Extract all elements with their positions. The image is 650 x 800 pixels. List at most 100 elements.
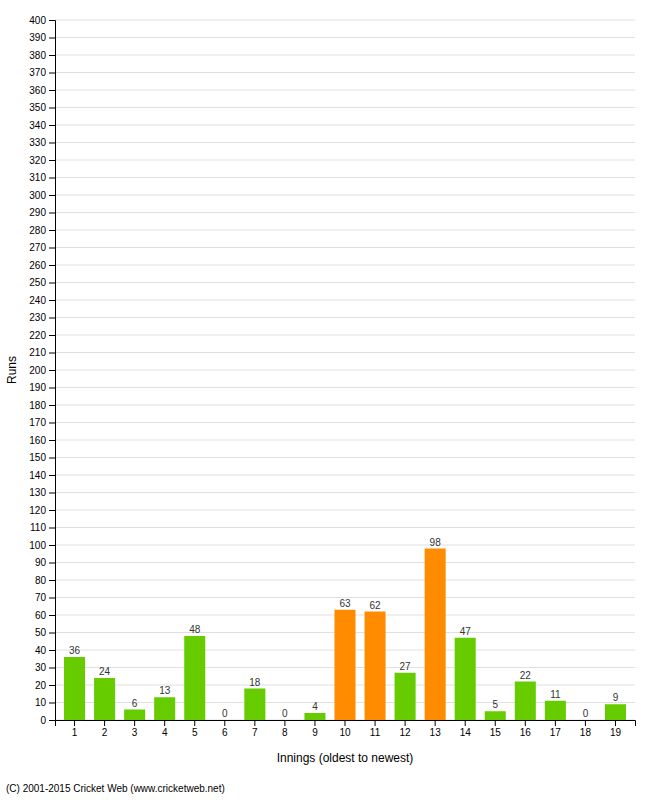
y-tick: 300 — [29, 190, 55, 201]
x-tick: 13 — [430, 720, 442, 738]
data-label: 63 — [339, 598, 351, 609]
data-label: 24 — [99, 666, 111, 677]
x-axis-line — [56, 721, 636, 727]
grid-line — [55, 230, 635, 231]
grid-line — [55, 72, 635, 73]
grid-line — [55, 55, 635, 56]
y-tick-label: 240 — [29, 295, 46, 306]
grid-line — [55, 545, 635, 546]
grid-line — [55, 510, 635, 511]
y-tick-label: 220 — [29, 330, 46, 341]
y-tick-label: 80 — [35, 575, 47, 586]
y-tick-mark — [49, 633, 55, 634]
bar — [214, 720, 235, 721]
y-tick-label: 310 — [29, 172, 46, 183]
x-tick-mark — [495, 720, 496, 726]
x-tick-label: 2 — [102, 727, 108, 738]
y-axis-title: Runs — [5, 356, 19, 384]
x-tick-mark — [224, 720, 225, 726]
y-tick: 100 — [29, 540, 55, 551]
x-tick: 10 — [339, 720, 351, 738]
grid-line — [55, 457, 635, 458]
x-tick-label: 9 — [312, 727, 318, 738]
y-tick-mark — [49, 650, 55, 651]
y-tick: 0 — [40, 715, 55, 726]
y-tick: 90 — [35, 557, 55, 568]
grid-line — [55, 37, 635, 38]
data-label: 98 — [430, 537, 442, 548]
y-tick-label: 130 — [29, 487, 46, 498]
grid-line — [55, 370, 635, 371]
y-tick: 20 — [35, 680, 55, 691]
x-tick-label: 1 — [72, 727, 78, 738]
y-tick: 360 — [29, 85, 55, 96]
y-tick-mark — [49, 160, 55, 161]
x-tick-mark — [555, 720, 556, 726]
bar — [605, 704, 626, 720]
y-tick-label: 0 — [40, 715, 46, 726]
grid-line — [55, 107, 635, 108]
x-tick-mark — [194, 720, 195, 726]
grid-line — [55, 212, 635, 213]
x-tick-mark — [284, 720, 285, 726]
y-tick-mark — [49, 248, 55, 249]
x-tick-mark — [314, 720, 315, 726]
x-tick-label: 15 — [490, 727, 502, 738]
bar — [455, 638, 476, 720]
y-tick: 130 — [29, 487, 55, 498]
bar — [64, 657, 85, 720]
y-tick-label: 110 — [30, 522, 46, 533]
y-tick: 280 — [29, 225, 55, 236]
y-tick-mark — [49, 720, 55, 721]
data-label: 48 — [189, 624, 201, 635]
x-tick-mark — [254, 720, 255, 726]
y-tick-mark — [49, 563, 55, 564]
bar — [545, 701, 566, 720]
data-label: 36 — [69, 645, 81, 656]
y-tick-label: 370 — [29, 67, 46, 78]
y-tick: 270 — [29, 242, 55, 253]
y-tick-mark — [49, 300, 55, 301]
y-tick-label: 90 — [35, 557, 47, 568]
x-tick-label: 17 — [550, 727, 562, 738]
x-tick-mark — [74, 720, 75, 726]
x-tick-mark — [375, 720, 376, 726]
data-label: 22 — [520, 670, 532, 681]
data-label: 11 — [550, 689, 561, 700]
y-tick-mark — [49, 685, 55, 686]
grid-line — [55, 387, 635, 388]
x-tick: 3 — [132, 720, 138, 738]
y-tick: 340 — [29, 120, 55, 131]
bar — [124, 710, 145, 721]
y-tick: 10 — [35, 697, 55, 708]
grid — [55, 20, 635, 720]
y-tick-mark — [49, 265, 55, 266]
data-labels: 3624613480180463622798475221109 — [69, 537, 619, 720]
x-tick: 6 — [222, 720, 228, 738]
x-tick: 18 — [580, 720, 592, 738]
y-tick-label: 320 — [29, 155, 46, 166]
y-tick: 170 — [29, 417, 55, 428]
x-tick-mark — [164, 720, 165, 726]
x-tick: 19 — [610, 720, 622, 738]
y-tick: 60 — [35, 610, 55, 621]
y-tick-mark — [49, 283, 55, 284]
y-tick-mark — [49, 475, 55, 476]
x-tick-label: 5 — [192, 727, 198, 738]
grid-line — [55, 282, 635, 283]
y-tick-mark — [49, 20, 55, 21]
y-tick-mark — [49, 178, 55, 179]
y-tick-label: 50 — [35, 627, 47, 638]
y-tick-mark — [49, 423, 55, 424]
y-tick-mark — [49, 213, 55, 214]
y-tick-mark — [49, 598, 55, 599]
bars — [64, 549, 626, 721]
grid-line — [55, 300, 635, 301]
data-label: 18 — [249, 677, 261, 688]
bar — [154, 697, 175, 720]
y-tick-label: 270 — [29, 242, 46, 253]
y-tick-label: 160 — [29, 435, 46, 446]
bar — [244, 689, 265, 721]
y-tick-label: 140 — [29, 470, 46, 481]
data-label: 47 — [460, 626, 472, 637]
